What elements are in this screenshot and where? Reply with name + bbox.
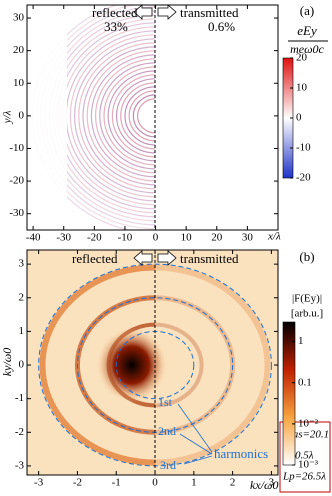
annotation: transmitted	[180, 251, 239, 266]
wave-front	[73, 38, 156, 194]
y-tick-label: -1	[15, 392, 24, 404]
colorbar-tick-label: 20	[296, 52, 308, 64]
colorbar-label: |F(Ey)|	[292, 293, 322, 305]
annotation: 33%	[104, 19, 128, 34]
y-tick-label: -20	[9, 175, 24, 187]
colorbar-tick-label: 10	[296, 82, 308, 94]
x-tick-label: -30	[56, 232, 71, 244]
x-axis-label: kx/ω0	[250, 478, 278, 492]
mask	[155, 5, 278, 230]
spectrum-map	[38, 250, 278, 475]
annotation: reflected	[72, 251, 118, 266]
x-tick-label: 20	[211, 232, 223, 244]
x-tick-label: 3	[269, 477, 275, 489]
wave-front	[132, 94, 156, 138]
y-tick-label: -10	[9, 142, 24, 154]
x-tick-label: -40	[26, 232, 41, 244]
y-axis-label: y/λ	[2, 110, 14, 124]
x-tick-label: 1	[191, 477, 197, 489]
x-tick-label: 0	[153, 232, 159, 244]
y-tick-label: -3	[15, 459, 25, 471]
harmonics-label: harmonics	[214, 446, 268, 461]
colorbar-tick-label: 0.1	[298, 376, 312, 388]
colorbar-label: eEy	[297, 23, 317, 38]
colorbar-tick-label: 10⁻²	[298, 417, 319, 429]
x-tick-label: 0	[152, 477, 158, 489]
y-tick-label: 20	[13, 44, 25, 56]
annotation: 0.6%	[208, 19, 235, 34]
pointer-lines	[177, 403, 213, 465]
field-map	[27, 5, 278, 230]
x-tick-label: 30	[242, 232, 254, 244]
y-tick-label: 0	[19, 359, 25, 371]
arrows	[133, 4, 177, 266]
mask	[155, 250, 278, 475]
harmonic-label: 2nd	[158, 424, 176, 438]
colorbar-tick-label: 1	[298, 335, 304, 347]
x-tick-label: -10	[118, 232, 133, 244]
panel-label: (b)	[299, 249, 314, 264]
x-tick-label: 2	[230, 477, 236, 489]
colorbar-tick-label: -10	[296, 142, 311, 154]
colorbar-tick-label: 0	[296, 112, 302, 124]
parameter: Lp=26.5λ	[282, 471, 326, 483]
y-tick-label: -30	[9, 207, 24, 219]
x-tick-label: 10	[181, 232, 193, 244]
core	[96, 328, 167, 403]
colorbar-tick-label: -20	[296, 172, 311, 184]
y-tick-label: 3	[19, 258, 25, 270]
y-tick-label: 2	[19, 291, 25, 303]
x-tick-label: -2	[73, 477, 82, 489]
wave-front	[111, 74, 156, 158]
colorbar-tick-label: 10⁻³	[298, 459, 319, 471]
plot-frame	[26, 4, 279, 231]
x-tick-label: -3	[34, 477, 44, 489]
wave-front	[78, 42, 156, 190]
x-tick-label: -1	[112, 477, 121, 489]
wave-front	[120, 82, 156, 150]
colorbar-label: meω0c	[290, 42, 324, 56]
wave-front	[103, 66, 156, 166]
y-axis-label: ky/ω0	[0, 348, 14, 376]
harmonic-label: 3rd	[160, 458, 176, 472]
harmonic-label: 1st	[158, 395, 173, 409]
y-tick-label: 0	[19, 109, 25, 121]
y-tick-label: 30	[13, 12, 25, 24]
y-tick-label: -2	[15, 426, 24, 438]
plot-frame	[26, 249, 279, 476]
colorbar-label: [arb.u.]	[291, 308, 323, 320]
wave-front	[136, 98, 156, 134]
x-tick-label: -20	[87, 232, 102, 244]
wave-front	[86, 50, 156, 182]
wave-front	[94, 58, 156, 174]
y-tick-label: 10	[13, 77, 25, 89]
y-tick-label: 1	[19, 325, 25, 337]
wave-front	[99, 62, 156, 170]
wave-front	[90, 54, 156, 178]
annotation: reflected	[92, 5, 138, 20]
wave-front	[115, 78, 156, 154]
x-axis-label: x/λ	[267, 231, 281, 243]
panel-label: (a)	[300, 3, 314, 18]
wave-front	[82, 46, 156, 186]
wave-front	[69, 34, 156, 198]
colorbar	[282, 321, 296, 466]
wave-front	[107, 70, 156, 162]
wave-front	[57, 22, 156, 210]
wave-front	[128, 90, 156, 142]
wave-front	[124, 86, 156, 146]
mask	[27, 5, 67, 230]
annotation: transmitted	[180, 5, 239, 20]
